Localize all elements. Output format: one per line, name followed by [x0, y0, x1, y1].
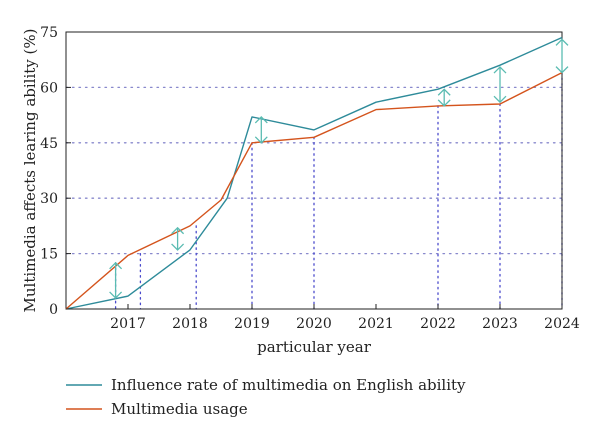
gap-arrow-head-top	[555, 38, 569, 46]
x-tick-labels: 2017 2018 2019 2020 2021 2022 2023 2024	[110, 304, 580, 332]
x-tick-label: 2024	[544, 316, 580, 332]
x-axis-title: particular year	[257, 338, 372, 356]
gap-arrow-head-bottom	[555, 66, 569, 74]
x-tick-label: 2021	[358, 316, 394, 332]
y-tick-label: 75	[40, 25, 58, 41]
x-tick-label: 2022	[420, 316, 456, 332]
gap-arrow	[437, 88, 451, 107]
y-tick-label: 45	[40, 136, 58, 152]
gap-arrow-head-top	[493, 66, 507, 74]
legend-label-2: Multimedia usage	[111, 400, 248, 418]
gap-arrows	[109, 38, 569, 299]
y-tick-label: 60	[40, 80, 58, 96]
legend: Influence rate of multimedia on English …	[66, 376, 466, 418]
legend-label-1: Influence rate of multimedia on English …	[111, 376, 466, 394]
gap-arrow	[493, 66, 507, 104]
gap-arrow-head-top	[109, 261, 123, 270]
gap-arrow-head-bottom	[254, 136, 268, 144]
y-axis-title: Multimedia affects learing ability (%)	[21, 28, 39, 312]
gap-arrow-head-top	[254, 116, 268, 124]
y-tick-label: 15	[40, 247, 58, 263]
gap-arrow-head-bottom	[171, 243, 185, 251]
y-tick-label: 0	[49, 302, 58, 318]
gap-arrow-head-top	[437, 88, 451, 96]
x-tick-label: 2018	[172, 316, 208, 332]
gap-arrow-head-bottom	[437, 99, 451, 107]
gap-arrow	[109, 261, 123, 299]
series-line-2	[65, 71, 563, 310]
vertical-guide-lines	[114, 71, 563, 310]
gap-arrow-head-top	[171, 226, 185, 235]
gap-arrow	[254, 116, 268, 144]
x-tick-label: 2017	[110, 316, 146, 332]
x-tick-label: 2019	[234, 316, 270, 332]
gap-arrow	[171, 226, 185, 251]
x-tick-label: 2020	[296, 316, 332, 332]
series-lines	[65, 36, 563, 310]
x-tick-label: 2023	[482, 316, 518, 332]
gap-arrow	[555, 38, 569, 74]
series-line-1	[65, 36, 563, 310]
y-tick-label: 30	[40, 191, 58, 207]
gap-arrow-head-bottom	[493, 95, 507, 104]
gap-arrow-head-bottom	[109, 291, 123, 299]
y-tick-labels: 0 15 30 45 60 75	[40, 25, 71, 318]
